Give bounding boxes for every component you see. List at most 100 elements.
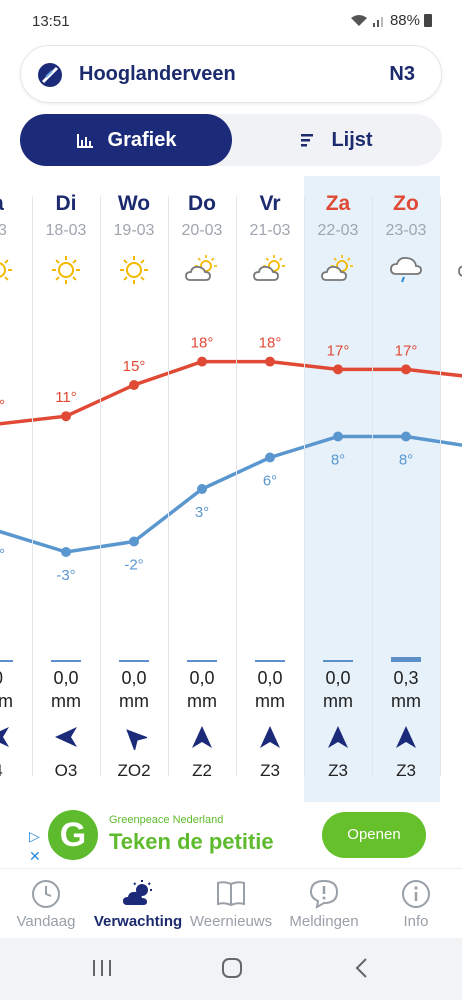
location-code: N3 bbox=[389, 63, 415, 85]
temperature-chart: 0° 1° 11° -3° 15° -2° 18° 3° 18° 6° 17° 8° 17° 8° bbox=[0, 335, 462, 584]
tab-lijst-label: Lijst bbox=[331, 128, 373, 151]
day-name: M bbox=[440, 192, 462, 216]
precip-value: 0,0 bbox=[325, 668, 351, 688]
clock-icon bbox=[32, 880, 60, 908]
column-divider bbox=[236, 196, 237, 776]
precip-unit: mm bbox=[187, 691, 217, 711]
low-temp-label: -2° bbox=[124, 557, 143, 574]
list-icon bbox=[301, 134, 314, 147]
day-date: 18-03 bbox=[45, 222, 87, 239]
day-date: 20-03 bbox=[181, 222, 223, 239]
precip-unit: mm bbox=[255, 691, 285, 711]
high-temp-point bbox=[401, 364, 411, 375]
wind-value: 4 bbox=[0, 761, 32, 781]
precip-unit: mm bbox=[391, 691, 421, 711]
nav-meldingen[interactable]: Meldingen bbox=[278, 869, 370, 939]
wind-value: Z3 bbox=[396, 761, 416, 780]
wind-direction-icon bbox=[236, 724, 304, 754]
precip-value: 0,0 bbox=[53, 668, 79, 688]
wind-direction-icon bbox=[304, 724, 372, 754]
status-time: 13:51 bbox=[32, 13, 70, 30]
bar-chart-icon bbox=[76, 134, 93, 148]
precip-bar bbox=[255, 660, 285, 662]
low-temp-label: 8° bbox=[399, 452, 413, 469]
day-name: Za bbox=[325, 192, 351, 215]
location-slash-icon bbox=[38, 63, 62, 87]
nav-verwachting[interactable]: Verwachting bbox=[92, 869, 184, 939]
alert-bubble-icon bbox=[309, 879, 339, 909]
book-icon bbox=[217, 881, 245, 907]
precip-value: 0,3 bbox=[393, 668, 419, 688]
high-temp-label: 17° bbox=[327, 342, 350, 359]
home-icon[interactable] bbox=[220, 956, 244, 980]
adchoice-icon[interactable]: ▷ bbox=[29, 828, 40, 844]
wind-value: Z3 bbox=[328, 761, 348, 780]
wifi-icon bbox=[350, 14, 367, 26]
low-temp-line bbox=[0, 434, 462, 554]
precip-unit: mm bbox=[0, 691, 13, 711]
partly-cloudy-icon bbox=[168, 254, 236, 294]
tab-lijst[interactable]: Lijst bbox=[232, 114, 442, 166]
sun-icon bbox=[32, 254, 100, 294]
nav-info-label: Info bbox=[403, 913, 429, 930]
forecast-chart[interactable]: 0° 1° 11° -3° 15° -2° 18° 3° 18° 6° 17° 8° 17° 8° a 03… bbox=[0, 176, 462, 802]
low-temp-label: 8° bbox=[331, 452, 345, 469]
day-name: a bbox=[0, 192, 32, 216]
wind-direction-icon bbox=[32, 724, 100, 754]
status-bar: 13:51 88% bbox=[0, 0, 462, 44]
day-date: 23-03 bbox=[385, 222, 427, 239]
nav-weernieuws[interactable]: Weernieuws bbox=[184, 869, 278, 939]
precip-unit: mm bbox=[323, 691, 353, 711]
wind-direction-icon bbox=[372, 724, 440, 754]
wind-direction-icon bbox=[0, 724, 32, 754]
low-temp-label: 1° bbox=[0, 546, 5, 563]
tab-grafiek[interactable]: Grafiek bbox=[20, 114, 232, 166]
sun-icon bbox=[100, 254, 168, 294]
high-temp-point bbox=[61, 411, 71, 422]
day-date: 21-03 bbox=[249, 222, 291, 239]
location-bar[interactable]: Hooglanderveen N3 bbox=[20, 45, 442, 103]
nav-meldingen-label: Meldingen bbox=[289, 913, 359, 930]
high-temp-label: 17° bbox=[395, 342, 418, 359]
cloud-drizzle-icon bbox=[372, 254, 440, 294]
wind-value: ZO2 bbox=[117, 761, 151, 780]
precip-unit: mm bbox=[51, 691, 81, 711]
status-indicators: 88% bbox=[350, 12, 432, 29]
wind-value: Z3 bbox=[260, 761, 280, 780]
nav-vandaag[interactable]: Vandaag bbox=[0, 869, 92, 939]
precip-bar bbox=[119, 660, 149, 662]
day-date: 03 bbox=[0, 222, 7, 239]
battery-icon bbox=[424, 14, 432, 27]
day-name: Wo bbox=[117, 192, 151, 215]
precip-bar bbox=[51, 660, 81, 662]
ad-logo: G bbox=[48, 810, 98, 860]
high-temp-label: 18° bbox=[259, 335, 282, 352]
low-temp-label: 6° bbox=[263, 473, 277, 490]
nav-verwachting-label: Verwachting bbox=[93, 913, 183, 930]
low-temp-label: -3° bbox=[56, 567, 75, 584]
low-temp-point bbox=[401, 431, 411, 442]
bottom-nav: Vandaag Verwachting Weernieuws Melding bbox=[0, 868, 462, 938]
system-nav-bar bbox=[0, 938, 462, 1000]
day-date: 24 bbox=[440, 222, 462, 240]
precip-unit: mm bbox=[119, 691, 149, 711]
back-icon[interactable] bbox=[350, 956, 374, 980]
column-divider bbox=[304, 196, 305, 776]
signal-icon bbox=[372, 16, 383, 27]
day-name: Vr bbox=[259, 192, 281, 215]
column-divider bbox=[100, 196, 101, 776]
high-temp-point bbox=[197, 356, 207, 367]
ad-open-button[interactable]: Openen bbox=[322, 812, 426, 858]
precip-value: 0,0 bbox=[189, 668, 215, 688]
recent-apps-icon[interactable] bbox=[90, 956, 114, 980]
nav-info[interactable]: Info bbox=[370, 869, 462, 939]
battery-percentage: 88% bbox=[389, 12, 420, 29]
column-divider bbox=[372, 196, 373, 776]
partly-cloudy-icon bbox=[236, 254, 304, 294]
day-name: Do bbox=[188, 192, 216, 215]
ad-close-icon[interactable]: ✕ bbox=[29, 848, 41, 864]
ad-banner[interactable]: ▷ ✕ G Greenpeace Nederland Teken de peti… bbox=[26, 804, 436, 866]
location-name: Hooglanderveen bbox=[79, 63, 236, 85]
cloud-icon bbox=[440, 254, 462, 294]
low-temp-point bbox=[61, 547, 71, 557]
